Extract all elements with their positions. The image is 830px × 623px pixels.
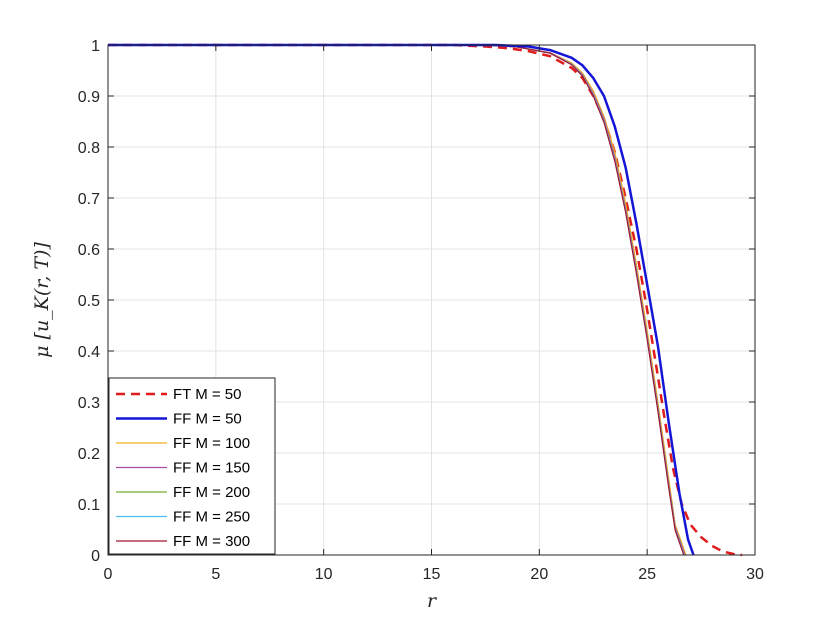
legend-label-6: FF M = 300 bbox=[173, 533, 250, 550]
legend-label-2: FF M = 100 bbox=[173, 435, 250, 452]
series-line-6 bbox=[108, 44, 685, 556]
y-tick-label: 0.6 bbox=[78, 242, 100, 259]
y-tick-labels: 0 0.1 0.2 0.3 0.4 0.5 0.6 0.7 0.8 0.9 1 bbox=[78, 38, 100, 565]
y-tick-label: 0.3 bbox=[78, 395, 100, 412]
x-tick-label: 15 bbox=[423, 566, 441, 583]
legend: FT M = 50 FF M = 50 FF M = 100 FF M = 150 FF… bbox=[108, 377, 276, 555]
legend-label-3: FF M = 150 bbox=[173, 460, 250, 477]
y-tick-label: 0.4 bbox=[78, 344, 100, 361]
x-tick-label: 0 bbox=[104, 566, 113, 583]
x-tick-labels: 0 5 10 15 20 25 30 bbox=[104, 566, 764, 583]
x-tick-label: 20 bbox=[530, 566, 548, 583]
legend-box bbox=[108, 377, 276, 555]
x-tick-label: 30 bbox=[746, 566, 764, 583]
series-lines bbox=[108, 43, 743, 557]
series-line-0 bbox=[108, 43, 743, 557]
y-tick-label: 0.7 bbox=[78, 191, 100, 208]
y-tick-label: 0.9 bbox=[78, 89, 100, 106]
series-line-1 bbox=[108, 43, 695, 556]
legend-label-1: FF M = 50 bbox=[173, 411, 242, 428]
legend-label-5: FF M = 250 bbox=[173, 509, 250, 526]
y-tick-label: 1 bbox=[91, 38, 100, 55]
y-tick-label: 0.5 bbox=[78, 293, 100, 310]
x-tick-label: 25 bbox=[638, 566, 656, 583]
x-tick-label: 5 bbox=[211, 566, 220, 583]
y-tick-label: 0 bbox=[91, 548, 100, 565]
x-axis-label: r bbox=[427, 590, 438, 612]
y-tick-label: 0.8 bbox=[78, 140, 100, 157]
x-tick-label: 10 bbox=[315, 566, 333, 583]
y-tick-label: 0.2 bbox=[78, 446, 100, 463]
y-axis-label: μ [u_K(r, T)] bbox=[31, 242, 53, 358]
legend-label-4: FF M = 200 bbox=[173, 484, 250, 501]
y-tick-label: 0.1 bbox=[78, 497, 100, 514]
legend-label-0: FT M = 50 bbox=[173, 386, 242, 403]
